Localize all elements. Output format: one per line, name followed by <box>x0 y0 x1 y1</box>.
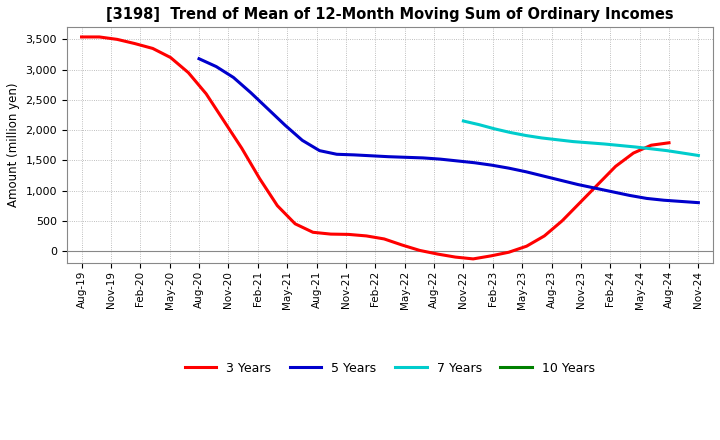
Y-axis label: Amount (million yen): Amount (million yen) <box>7 83 20 207</box>
Legend: 3 Years, 5 Years, 7 Years, 10 Years: 3 Years, 5 Years, 7 Years, 10 Years <box>180 356 600 380</box>
Title: [3198]  Trend of Mean of 12-Month Moving Sum of Ordinary Incomes: [3198] Trend of Mean of 12-Month Moving … <box>106 7 674 22</box>
